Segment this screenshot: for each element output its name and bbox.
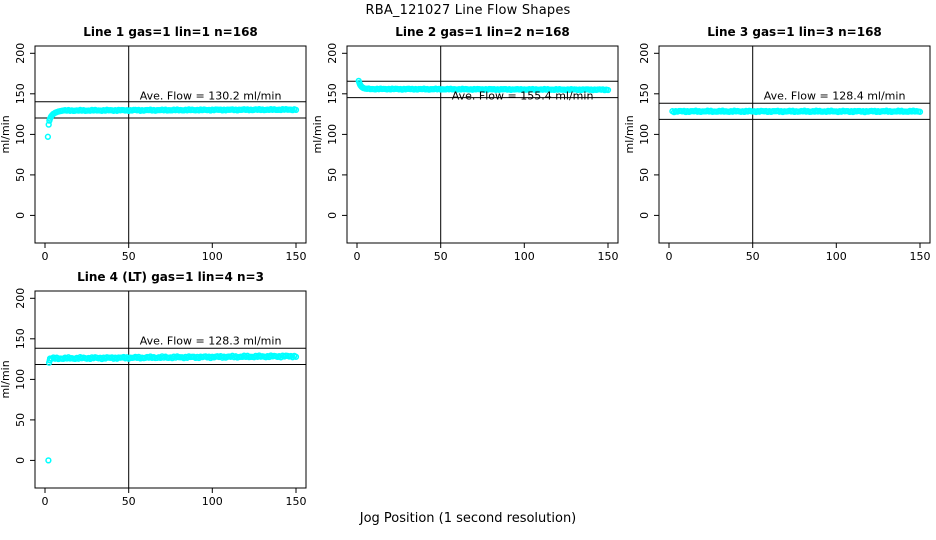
panel-svg: Line 3 gas=1 lin=3 n=168 0 50 100 150 0 50 100 1… <box>624 25 931 263</box>
svg-text:150: 150 <box>14 83 27 104</box>
reference-lines <box>347 46 618 243</box>
y-axis-label: ml/min <box>312 115 324 153</box>
svg-text:150: 150 <box>286 250 307 263</box>
svg-text:50: 50 <box>14 168 27 182</box>
svg-text:50: 50 <box>14 413 27 427</box>
panel-line-1: Line 1 gas=1 lin=1 n=168 0 50 100 150 0 50 100 1… <box>0 20 312 265</box>
panel-title: Line 2 gas=1 lin=2 n=168 <box>395 25 570 39</box>
x-axis: 0 50 100 150 <box>42 488 307 508</box>
y-axis-label: ml/min <box>0 360 12 398</box>
svg-text:150: 150 <box>326 83 339 104</box>
svg-text:0: 0 <box>354 250 361 263</box>
svg-text:150: 150 <box>910 250 931 263</box>
plot-box <box>34 45 307 244</box>
reference-lines <box>659 46 930 243</box>
panel-title: Line 3 gas=1 lin=3 n=168 <box>707 25 882 39</box>
ave-flow-annotation: Ave. Flow = 128.3 ml/min <box>140 335 282 348</box>
svg-text:150: 150 <box>598 250 619 263</box>
panel-line-2: Line 2 gas=1 lin=2 n=168 0 50 100 150 0 50 100 1… <box>312 20 624 265</box>
reference-lines <box>35 46 306 243</box>
svg-text:150: 150 <box>638 83 651 104</box>
x-axis: 0 50 100 150 <box>42 243 307 263</box>
panel-svg: Line 1 gas=1 lin=1 n=168 0 50 100 150 0 50 100 1… <box>0 25 307 263</box>
svg-text:100: 100 <box>202 250 223 263</box>
panel-svg: Line 4 (LT) gas=1 lin=4 n=3 0 50 100 150 0 50 1… <box>0 270 307 508</box>
svg-text:150: 150 <box>286 495 307 508</box>
svg-text:50: 50 <box>326 168 339 182</box>
svg-text:100: 100 <box>14 124 27 145</box>
svg-text:0: 0 <box>638 212 651 219</box>
svg-text:100: 100 <box>326 124 339 145</box>
svg-text:0: 0 <box>42 250 49 263</box>
y-axis-label: ml/min <box>624 115 636 153</box>
x-axis: 0 50 100 150 <box>354 243 619 263</box>
svg-text:100: 100 <box>638 124 651 145</box>
svg-text:100: 100 <box>14 369 27 390</box>
y-axis: 0 50 100 150 200 ml/min <box>0 43 35 219</box>
svg-text:0: 0 <box>666 250 673 263</box>
plot-box <box>658 45 931 244</box>
x-axis: 0 50 100 150 <box>666 243 931 263</box>
y-axis: 0 50 100 150 200 ml/min <box>312 43 347 219</box>
svg-text:50: 50 <box>746 250 760 263</box>
svg-text:0: 0 <box>326 212 339 219</box>
svg-text:50: 50 <box>434 250 448 263</box>
data-points <box>45 352 300 464</box>
ave-flow-annotation: Ave. Flow = 130.2 ml/min <box>140 90 282 103</box>
panel-svg: Line 2 gas=1 lin=2 n=168 0 50 100 150 0 50 100 1… <box>312 25 619 263</box>
panel-line-4: Line 4 (LT) gas=1 lin=4 n=3 0 50 100 150 0 50 1… <box>0 265 312 510</box>
y-axis: 0 50 100 150 200 ml/min <box>0 288 35 464</box>
svg-text:200: 200 <box>638 43 651 64</box>
svg-text:100: 100 <box>202 495 223 508</box>
ave-flow-annotation: Ave. Flow = 155.4 ml/min <box>452 90 594 103</box>
ave-flow-annotation: Ave. Flow = 128.4 ml/min <box>764 90 906 103</box>
svg-text:0: 0 <box>14 212 27 219</box>
figure-xlabel: Jog Position (1 second resolution) <box>359 511 577 526</box>
plot-box <box>346 45 619 244</box>
svg-text:0: 0 <box>42 495 49 508</box>
data-points <box>355 77 612 94</box>
svg-text:50: 50 <box>122 250 136 263</box>
svg-text:50: 50 <box>638 168 651 182</box>
svg-text:50: 50 <box>122 495 136 508</box>
svg-text:100: 100 <box>826 250 847 263</box>
panel-line-3: Line 3 gas=1 lin=3 n=168 0 50 100 150 0 50 100 1… <box>624 20 936 265</box>
svg-text:200: 200 <box>14 288 27 309</box>
y-axis-label: ml/min <box>0 115 12 153</box>
svg-text:200: 200 <box>14 43 27 64</box>
data-points <box>44 105 300 140</box>
svg-text:100: 100 <box>514 250 535 263</box>
panel-title: Line 1 gas=1 lin=1 n=168 <box>83 25 258 39</box>
data-points <box>669 107 924 116</box>
reference-lines <box>35 291 306 488</box>
plot-box <box>34 290 307 489</box>
figure-title: RBA_121027 Line Flow Shapes <box>365 3 571 18</box>
svg-text:0: 0 <box>14 457 27 464</box>
y-axis: 0 50 100 150 200 ml/min <box>624 43 659 219</box>
panel-title: Line 4 (LT) gas=1 lin=4 n=3 <box>77 270 264 284</box>
svg-text:200: 200 <box>326 43 339 64</box>
svg-text:150: 150 <box>14 328 27 349</box>
